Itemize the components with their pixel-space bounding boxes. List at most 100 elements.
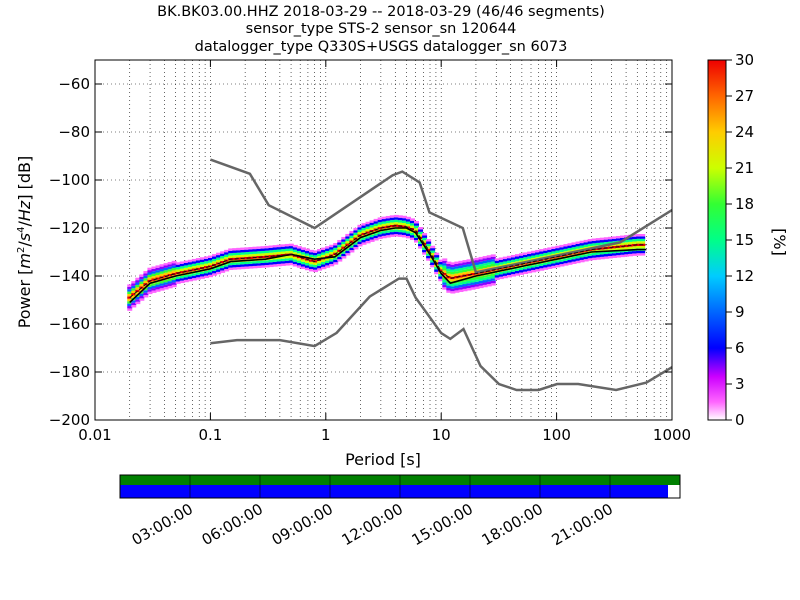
heatmap-cell	[321, 250, 327, 253]
heatmap-cell	[389, 229, 395, 233]
heatmap-cell	[418, 227, 424, 230]
heatmap-cell	[212, 256, 218, 259]
heatmap-cell	[220, 258, 226, 261]
heatmap-cell	[139, 276, 145, 280]
heatmap-cell	[353, 247, 359, 250]
heatmap-cell	[393, 214, 399, 218]
heatmap-cell	[535, 249, 541, 253]
heatmap-cell	[288, 248, 294, 251]
heatmap-cell	[252, 249, 258, 252]
heatmap-cell	[276, 256, 282, 260]
heatmap-cell	[506, 255, 512, 259]
heatmap-cell	[559, 261, 565, 265]
heatmap-cell	[276, 249, 282, 252]
heatmap-cell	[636, 250, 642, 254]
heatmap-cell	[377, 217, 383, 220]
heatmap-cell	[514, 258, 520, 262]
heatmap-cell	[381, 219, 387, 222]
heatmap-cell	[458, 270, 464, 273]
heatmap-cell	[365, 226, 371, 229]
heatmap-cell	[547, 249, 553, 253]
heatmap-cell	[559, 247, 565, 250]
timeline-tick-label: 03:00:00	[129, 500, 196, 549]
heatmap-cell	[571, 259, 577, 262]
heatmap-cell	[131, 293, 137, 296]
heatmap-cell	[567, 257, 573, 261]
heatmap-cell	[191, 261, 197, 264]
heatmap-cell	[414, 235, 420, 238]
heatmap-cell	[422, 240, 428, 243]
heatmap-cell	[422, 247, 428, 250]
heatmap-cell	[195, 272, 201, 275]
heatmap-cell	[183, 265, 189, 268]
timeline-lower-bar	[120, 485, 668, 498]
heatmap-cell	[159, 288, 165, 291]
heatmap-cell	[325, 248, 331, 251]
heatmap-cell	[458, 272, 464, 276]
heatmap-cell	[353, 242, 359, 245]
heatmap-cell	[563, 258, 569, 261]
heatmap-cell	[438, 266, 444, 270]
heatmap-cell	[361, 225, 367, 228]
heatmap-cell	[199, 271, 205, 275]
heatmap-cell	[349, 247, 355, 251]
heatmap-cell	[313, 262, 319, 265]
heatmap-cell	[486, 279, 492, 282]
heatmap-cell	[357, 241, 363, 245]
heatmap-cell	[300, 249, 306, 253]
colorbar-tick-label: 12	[735, 267, 754, 285]
heatmap-cell	[248, 247, 254, 250]
x-tick-label: 0.1	[198, 426, 222, 444]
heatmap-cell	[260, 260, 266, 263]
heatmap-cell	[345, 238, 351, 242]
heatmap-cell	[317, 263, 323, 266]
heatmap-cell	[405, 223, 411, 227]
heatmap-cell	[426, 248, 432, 252]
heatmap-cell	[389, 215, 395, 218]
heatmap-cell	[458, 260, 464, 264]
heatmap-cell	[272, 252, 278, 255]
heatmap-cell	[280, 263, 286, 266]
heatmap-cell	[409, 232, 415, 236]
heatmap-cell	[377, 222, 383, 225]
heatmap-cell	[349, 235, 355, 239]
heatmap-cell	[325, 265, 331, 268]
heatmap-cell	[462, 284, 468, 287]
heatmap-cell	[611, 250, 617, 254]
heatmap-cell	[632, 246, 638, 249]
heatmap-cell	[220, 251, 226, 254]
heatmap-cell	[438, 259, 444, 263]
heatmap-cell	[563, 260, 569, 264]
heatmap-cell	[603, 239, 609, 243]
heatmap-cell	[357, 239, 363, 242]
heatmap-cell	[135, 280, 141, 283]
heatmap-cell	[454, 273, 460, 276]
heatmap-cell	[308, 254, 314, 258]
heatmap-cell	[296, 260, 302, 263]
heatmap-cell	[272, 247, 278, 250]
heatmap-cell	[595, 242, 601, 246]
heatmap-cell	[381, 221, 387, 224]
heatmap-cell	[458, 277, 464, 281]
heatmap-cell	[393, 234, 399, 237]
heatmap-cell	[624, 254, 630, 257]
heatmap-cell	[474, 264, 480, 268]
heatmap-cell	[280, 244, 286, 247]
heatmap-cell	[135, 301, 141, 305]
heatmap-cell	[401, 232, 407, 235]
heatmap-cell	[248, 249, 254, 252]
heatmap-cell	[236, 252, 242, 256]
heatmap-cell	[591, 243, 597, 246]
heatmap-cell	[543, 248, 549, 251]
heatmap-cell	[232, 262, 238, 265]
heatmap-cell	[147, 291, 153, 295]
heatmap-cell	[341, 251, 347, 254]
heatmap-cell	[385, 220, 391, 224]
heatmap-cell	[458, 263, 464, 266]
heatmap-cell	[296, 265, 302, 268]
heatmap-cell	[224, 264, 230, 267]
heatmap-cell	[179, 266, 185, 269]
heatmap-cell	[284, 251, 290, 254]
heatmap-cell	[131, 290, 137, 294]
